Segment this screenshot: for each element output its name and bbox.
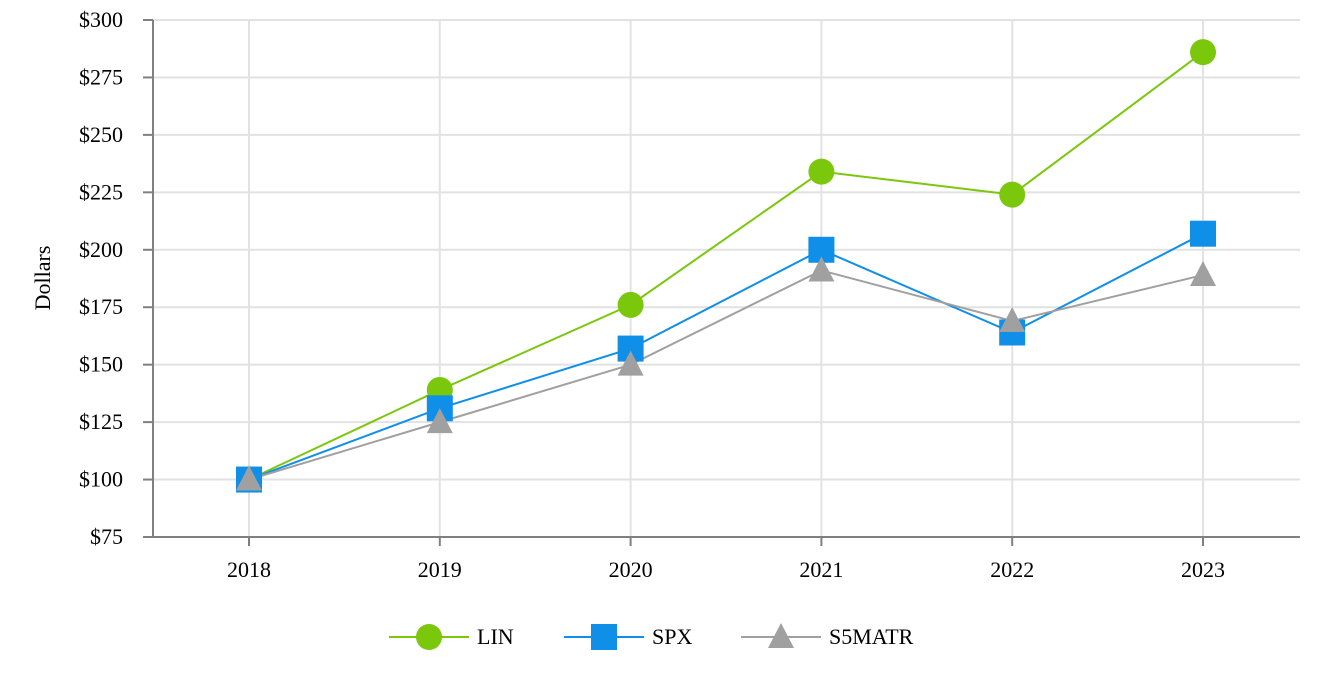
legend-marker-spx [591, 624, 617, 650]
x-tick-label: 2020 [609, 557, 653, 582]
data-point-spx-2023 [1190, 220, 1216, 247]
y-tick-label: $250 [79, 122, 123, 147]
axes: $300 $275 $250 $225 $200 $175 $150 $125 $100 $75 2… [79, 7, 1300, 582]
y-tick-label: $275 [79, 64, 123, 89]
series-line-spx [248, 232, 1204, 481]
data-point-s5matr-2023 [1190, 261, 1216, 287]
grid [153, 19, 1300, 537]
x-tick-label: 2019 [418, 557, 462, 582]
y-tick-label: $200 [79, 237, 123, 262]
data-point-s5matr-2022 [999, 307, 1026, 333]
y-tick-label: $225 [79, 179, 123, 204]
legend-label-s5matr: S5MATR [829, 624, 914, 649]
data-point-s5matr-2021 [808, 256, 835, 282]
data-point-s5matr-2019 [426, 408, 453, 434]
legend-marker-lin [416, 624, 442, 650]
data-point-lin-2020 [617, 291, 644, 318]
data-point-lin-2022 [999, 181, 1026, 208]
x-tick-label: 2023 [1181, 557, 1225, 582]
legend-label-lin: LIN [477, 624, 514, 649]
legend: LIN SPX S5MATR [389, 623, 914, 650]
legend-label-spx: SPX [652, 624, 692, 649]
y-tick-label: $100 [79, 467, 123, 492]
x-tick-label: 2021 [799, 557, 843, 582]
series-line-s5matr [248, 269, 1204, 481]
data-point-s5matr-2018 [236, 465, 262, 491]
data-point-lin-2023 [1190, 39, 1216, 66]
x-tick-label: 2022 [990, 557, 1034, 582]
y-tick-label: $300 [79, 7, 123, 32]
y-tick-label: $150 [79, 352, 123, 377]
y-axis-title: Dollars [30, 246, 55, 311]
x-tick-label: 2018 [227, 557, 271, 582]
data-point-s5matr-2020 [617, 350, 644, 376]
y-tick-label: $75 [90, 524, 123, 549]
legend-marker-s5matr [768, 623, 794, 648]
y-tick-label: $175 [79, 294, 123, 319]
series [236, 39, 1216, 493]
series-line-lin [248, 51, 1204, 481]
y-tick-label: $125 [79, 409, 123, 434]
data-point-lin-2021 [808, 158, 835, 185]
